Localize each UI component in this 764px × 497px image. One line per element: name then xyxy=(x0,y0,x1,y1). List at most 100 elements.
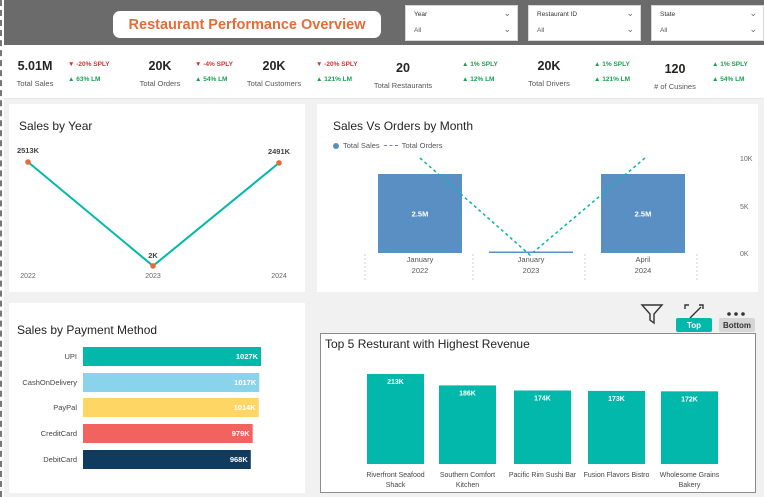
x-tick-label: Pacific Rim Sushi Bar xyxy=(509,472,577,479)
x-tick-label: 2024 xyxy=(635,266,652,275)
x-tick-label: Kitchen xyxy=(456,482,479,489)
filter-icon[interactable] xyxy=(636,298,668,330)
sales-by-year-chart: 2513K 2022 2K 2023 2491K 2024 xyxy=(17,146,291,280)
kpi-lm-delta: ▲ 54% LM xyxy=(195,76,227,83)
visual-header-controls: Top Bottom xyxy=(636,298,756,338)
data-point xyxy=(150,263,156,269)
x-tick-label: Southern Comfort xyxy=(440,472,495,479)
slicer-value: All xyxy=(660,27,668,34)
arrow-up-icon: ▲ xyxy=(712,61,719,68)
x-tick-label: January xyxy=(407,255,434,264)
data-label: 2.5M xyxy=(412,210,429,219)
kpi-sply-text: 1% SPLY xyxy=(470,61,498,68)
kpi-cuisines: 120 # of Cusines xyxy=(652,62,698,91)
sales-vs-orders-chart: 10K 5K 0K 2.5M January 2022 January 2023 2.5M Apr… xyxy=(364,156,753,280)
sales-bar xyxy=(489,251,573,253)
kpi-lm-text: 121% LM xyxy=(324,76,353,83)
data-label: 213K xyxy=(387,379,404,386)
y2-tick-label: 10K xyxy=(740,156,753,163)
slicer-state[interactable]: State ⌄ All ⌄ xyxy=(651,5,764,41)
kpi-label: Total Orders xyxy=(139,79,181,88)
kpi-lm-delta: ▲ 54% LM xyxy=(712,76,744,83)
revenue-bar xyxy=(514,390,571,464)
data-point xyxy=(276,160,282,166)
data-label: 1017K xyxy=(234,378,257,387)
top5-restaurants-chart: 213K Riverfront Seafood Shack 186K Southern … xyxy=(366,374,720,489)
kpi-sply-text: 1% SPLY xyxy=(720,61,748,68)
x-tick-label: 2022 xyxy=(20,273,36,280)
kpi-lm-delta: ▲ 63% LM xyxy=(68,76,100,83)
x-tick-label: April xyxy=(635,255,650,264)
sales-vs-orders-panel[interactable]: Sales Vs Orders by Month Total Sales Tot… xyxy=(317,104,758,292)
revenue-bar xyxy=(439,385,496,464)
chart-legend: Total Sales Total Orders xyxy=(333,141,443,150)
y-tick-label: DebitCard xyxy=(43,455,77,464)
x-tick-label: Fusion Flavors Bistro xyxy=(584,472,650,479)
kpi-total-orders: 20K Total Orders xyxy=(134,59,186,88)
slicer-restaurant-id[interactable]: Restaurant ID ⌄ All ⌄ xyxy=(528,5,641,41)
kpi-sply-delta: ▼ -20% SPLY xyxy=(316,61,358,68)
payment-bar xyxy=(83,398,259,417)
chart-title: Sales by Payment Method xyxy=(17,323,158,337)
revenue-bar xyxy=(588,390,645,464)
revenue-bar xyxy=(661,391,718,464)
slicer-year[interactable]: Year ⌄ All ⌄ xyxy=(405,5,518,41)
kpi-total-restaurants: 20 Total Restaurants xyxy=(370,61,436,90)
arrow-down-icon: ▼ xyxy=(195,61,202,68)
y-tick-label: CreditCard xyxy=(41,429,77,438)
arrow-up-icon: ▲ xyxy=(594,76,601,83)
top5-restaurants-panel[interactable]: Top 5 Resturant with Highest Revenue 213… xyxy=(320,333,756,493)
sales-by-year-panel[interactable]: Sales by Year 2513K 2022 2K 2023 2491K 2024 xyxy=(9,104,305,292)
more-options-icon[interactable] xyxy=(720,298,752,330)
slicer-label: Restaurant ID xyxy=(537,11,578,18)
top-toggle-button[interactable]: Top xyxy=(676,318,712,332)
kpi-value: 5.01M xyxy=(17,59,53,73)
dashboard-title: Restaurant Performance Overview xyxy=(113,11,381,38)
slicer-label: Year xyxy=(414,11,428,18)
kpi-label: Total Drivers xyxy=(528,79,570,88)
x-tick-label: 2023 xyxy=(145,273,161,280)
payment-bar xyxy=(83,450,251,469)
arrow-down-icon: ▼ xyxy=(68,61,75,68)
kpi-label: # of Cusines xyxy=(654,82,696,91)
arrow-up-icon: ▲ xyxy=(68,76,75,83)
data-label: 186K xyxy=(459,390,476,397)
bottom-toggle-button[interactable]: Bottom xyxy=(719,318,755,332)
kpi-value: 20K xyxy=(148,59,172,73)
y-tick-label: PayPal xyxy=(53,403,77,412)
kpi-sply-delta: ▼ -20% SPLY xyxy=(68,61,110,68)
chevron-down-icon[interactable]: ⌄ xyxy=(626,24,634,34)
sales-by-payment-panel[interactable]: Sales by Payment Method UPI 1027K CashOnDe… xyxy=(9,303,305,493)
arrow-up-icon: ▲ xyxy=(462,61,469,68)
payment-bar xyxy=(83,373,260,392)
sales-by-payment-chart: UPI 1027K CashOnDelivery 1017K PayPal 1014K Cr… xyxy=(22,347,261,469)
revenue-bar xyxy=(367,374,424,464)
data-label: 968K xyxy=(230,455,249,464)
kpi-lm-text: 54% LM xyxy=(720,76,745,83)
payment-bar xyxy=(83,347,261,366)
x-tick-label: Wholesome Grains xyxy=(660,472,720,479)
arrow-up-icon: ▲ xyxy=(594,61,601,68)
kpi-total-drivers: 20K Total Drivers xyxy=(520,59,578,88)
y-tick-label: CashOnDelivery xyxy=(22,378,77,387)
data-label: 2513K xyxy=(17,146,40,155)
kpi-lm-delta: ▲ 121% LM xyxy=(316,76,352,83)
chevron-down-icon[interactable]: ⌄ xyxy=(503,24,511,34)
data-label: 979K xyxy=(232,429,251,438)
data-label: 174K xyxy=(534,395,551,402)
kpi-label: Total Customers xyxy=(246,79,302,88)
x-tick-label: Shack xyxy=(386,482,406,489)
chevron-down-icon[interactable]: ⌄ xyxy=(749,24,757,34)
kpi-value: 20 xyxy=(396,61,410,75)
data-label: 2K xyxy=(148,251,158,260)
arrow-up-icon: ▲ xyxy=(712,76,719,83)
y2-tick-label: 0K xyxy=(740,251,749,258)
data-label: 173K xyxy=(608,396,625,403)
kpi-lm-text: 63% LM xyxy=(76,76,101,83)
kpi-sply-text: -20% SPLY xyxy=(76,61,110,68)
kpi-value: 20K xyxy=(262,59,286,73)
legend-dot-icon xyxy=(333,142,339,149)
kpi-label: Total Restaurants xyxy=(373,81,433,90)
kpi-lm-text: 12% LM xyxy=(470,76,495,83)
kpi-value: 20K xyxy=(537,59,561,73)
